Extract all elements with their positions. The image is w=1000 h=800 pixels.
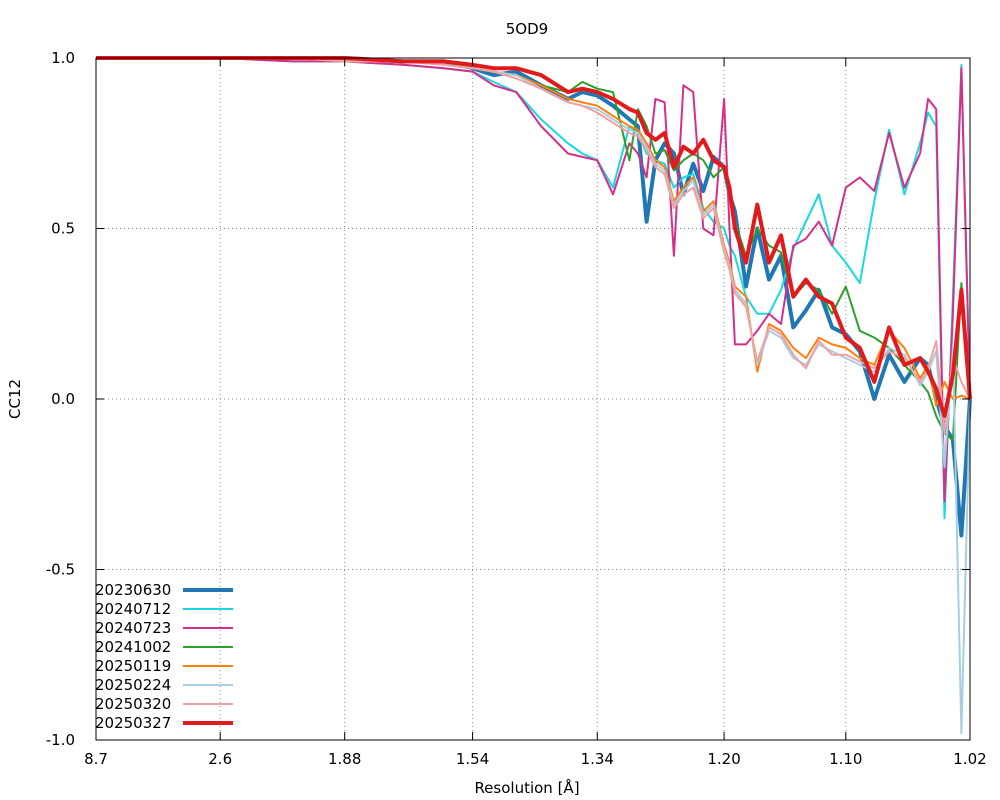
series-line-20250320 (96, 57, 971, 435)
y-tick-label: 0.0 (51, 390, 75, 408)
series-line-20230630 (96, 56, 972, 538)
x-tick-label: 1.34 (581, 750, 614, 768)
x-tick-label: 1.88 (328, 750, 361, 768)
y-axis-label: CC12 (6, 379, 24, 419)
x-tick-label: 1.10 (829, 750, 862, 768)
x-tick-label: 1.02 (953, 750, 986, 768)
series-line-20250327 (96, 56, 972, 419)
legend: 2023063020240712202407232024100220250119… (95, 581, 233, 732)
y-tick-label: 1.0 (51, 49, 75, 67)
legend-label: 20240712 (95, 600, 171, 618)
y-tick-label: 0.5 (51, 220, 75, 238)
legend-label: 20250119 (95, 657, 171, 675)
legend-label: 20250327 (95, 714, 171, 732)
series-lines (96, 56, 972, 735)
grid-lines (96, 58, 970, 740)
legend-label: 20230630 (95, 581, 171, 599)
y-tick-label: -0.5 (46, 561, 75, 579)
y-tick-label: -1.0 (46, 731, 75, 749)
series-line-20240723 (96, 57, 971, 503)
legend-label: 20240723 (95, 619, 171, 637)
x-tick-label: 1.20 (707, 750, 740, 768)
x-tick-label: 8.7 (84, 750, 108, 768)
legend-label: 20250320 (95, 695, 171, 713)
chart-title: 5OD9 (506, 20, 548, 38)
x-axis-label: Resolution [Å] (474, 778, 579, 797)
x-tick-label: 2.6 (208, 750, 232, 768)
legend-label: 20250224 (95, 676, 171, 694)
x-tick-label: 1.54 (456, 750, 489, 768)
axis-ticks: 8.7 2.6 1.88 1.54 1.34 1.20 1.10 1.02 1.0 0.5 0.0 -… (46, 49, 987, 768)
legend-label: 20241002 (95, 638, 171, 656)
